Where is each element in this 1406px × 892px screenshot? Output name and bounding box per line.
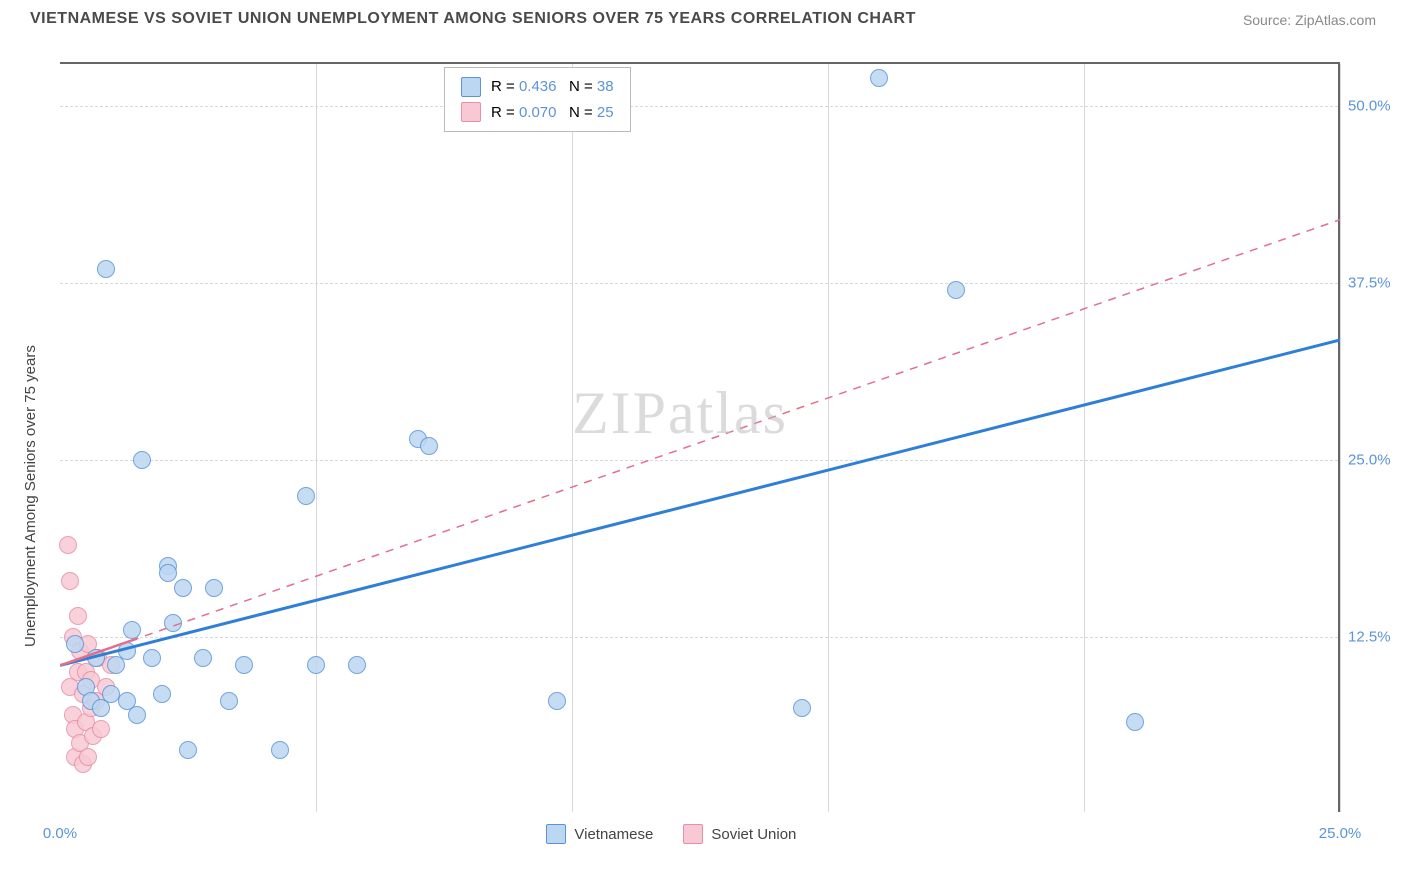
data-point: [348, 656, 366, 674]
gridline: [60, 106, 1338, 107]
data-point: [420, 437, 438, 455]
gridline: [572, 64, 573, 812]
data-point: [164, 614, 182, 632]
data-point: [61, 572, 79, 590]
swatch-icon: [461, 77, 481, 97]
data-point: [128, 706, 146, 724]
stats-legend-box: R = 0.436 N = 38R = 0.070 N = 25: [444, 67, 631, 132]
scatter-chart: 12.5%25.0%37.5%50.0%0.0%25.0% ZIPatlas R…: [60, 62, 1340, 812]
data-point: [235, 656, 253, 674]
gridline: [1340, 64, 1341, 812]
header: VIETNAMESE VS SOVIET UNION UNEMPLOYMENT …: [0, 0, 1406, 36]
data-point: [271, 741, 289, 759]
data-point: [159, 564, 177, 582]
data-point: [59, 536, 77, 554]
stats-row: R = 0.436 N = 38: [461, 74, 614, 100]
gridline: [60, 460, 1338, 461]
data-point: [79, 748, 97, 766]
y-tick-label: 25.0%: [1348, 452, 1406, 469]
data-point: [870, 69, 888, 87]
stats-text: R = 0.436 N = 38: [491, 74, 614, 100]
y-tick-label: 12.5%: [1348, 629, 1406, 646]
gridline: [60, 637, 1338, 638]
data-point: [133, 451, 151, 469]
y-tick-label: 37.5%: [1348, 275, 1406, 292]
trend-lines: [60, 64, 1340, 814]
source-label: Source: ZipAtlas.com: [1243, 12, 1376, 28]
gridline: [1084, 64, 1085, 812]
legend-item: Vietnamese: [546, 824, 653, 844]
data-point: [179, 741, 197, 759]
data-point: [118, 642, 136, 660]
data-point: [205, 579, 223, 597]
data-point: [194, 649, 212, 667]
data-point: [66, 635, 84, 653]
data-point: [307, 656, 325, 674]
data-point: [92, 720, 110, 738]
swatch-icon: [546, 824, 566, 844]
legend-label: Soviet Union: [711, 826, 796, 843]
data-point: [69, 607, 87, 625]
legend-item: Soviet Union: [683, 824, 796, 844]
plot-area: 12.5%25.0%37.5%50.0%0.0%25.0%: [60, 64, 1338, 812]
y-tick-label: 50.0%: [1348, 98, 1406, 115]
gridline: [316, 64, 317, 812]
series-legend: Vietnamese Soviet Union: [546, 824, 796, 844]
swatch-icon: [683, 824, 703, 844]
data-point: [87, 649, 105, 667]
data-point: [153, 685, 171, 703]
gridline: [60, 283, 1338, 284]
x-tick-label: 25.0%: [1319, 825, 1362, 842]
data-point: [947, 281, 965, 299]
swatch-icon: [461, 102, 481, 122]
stats-text: R = 0.070 N = 25: [491, 100, 614, 126]
stats-row: R = 0.070 N = 25: [461, 100, 614, 126]
data-point: [97, 260, 115, 278]
chart-title: VIETNAMESE VS SOVIET UNION UNEMPLOYMENT …: [30, 10, 916, 28]
x-tick-label: 0.0%: [43, 825, 77, 842]
data-point: [297, 487, 315, 505]
data-point: [143, 649, 161, 667]
data-point: [174, 579, 192, 597]
y-axis-label: Unemployment Among Seniors over 75 years: [22, 345, 39, 647]
gridline: [828, 64, 829, 812]
data-point: [793, 699, 811, 717]
data-point: [1126, 713, 1144, 731]
data-point: [548, 692, 566, 710]
data-point: [220, 692, 238, 710]
data-point: [123, 621, 141, 639]
legend-label: Vietnamese: [574, 826, 653, 843]
